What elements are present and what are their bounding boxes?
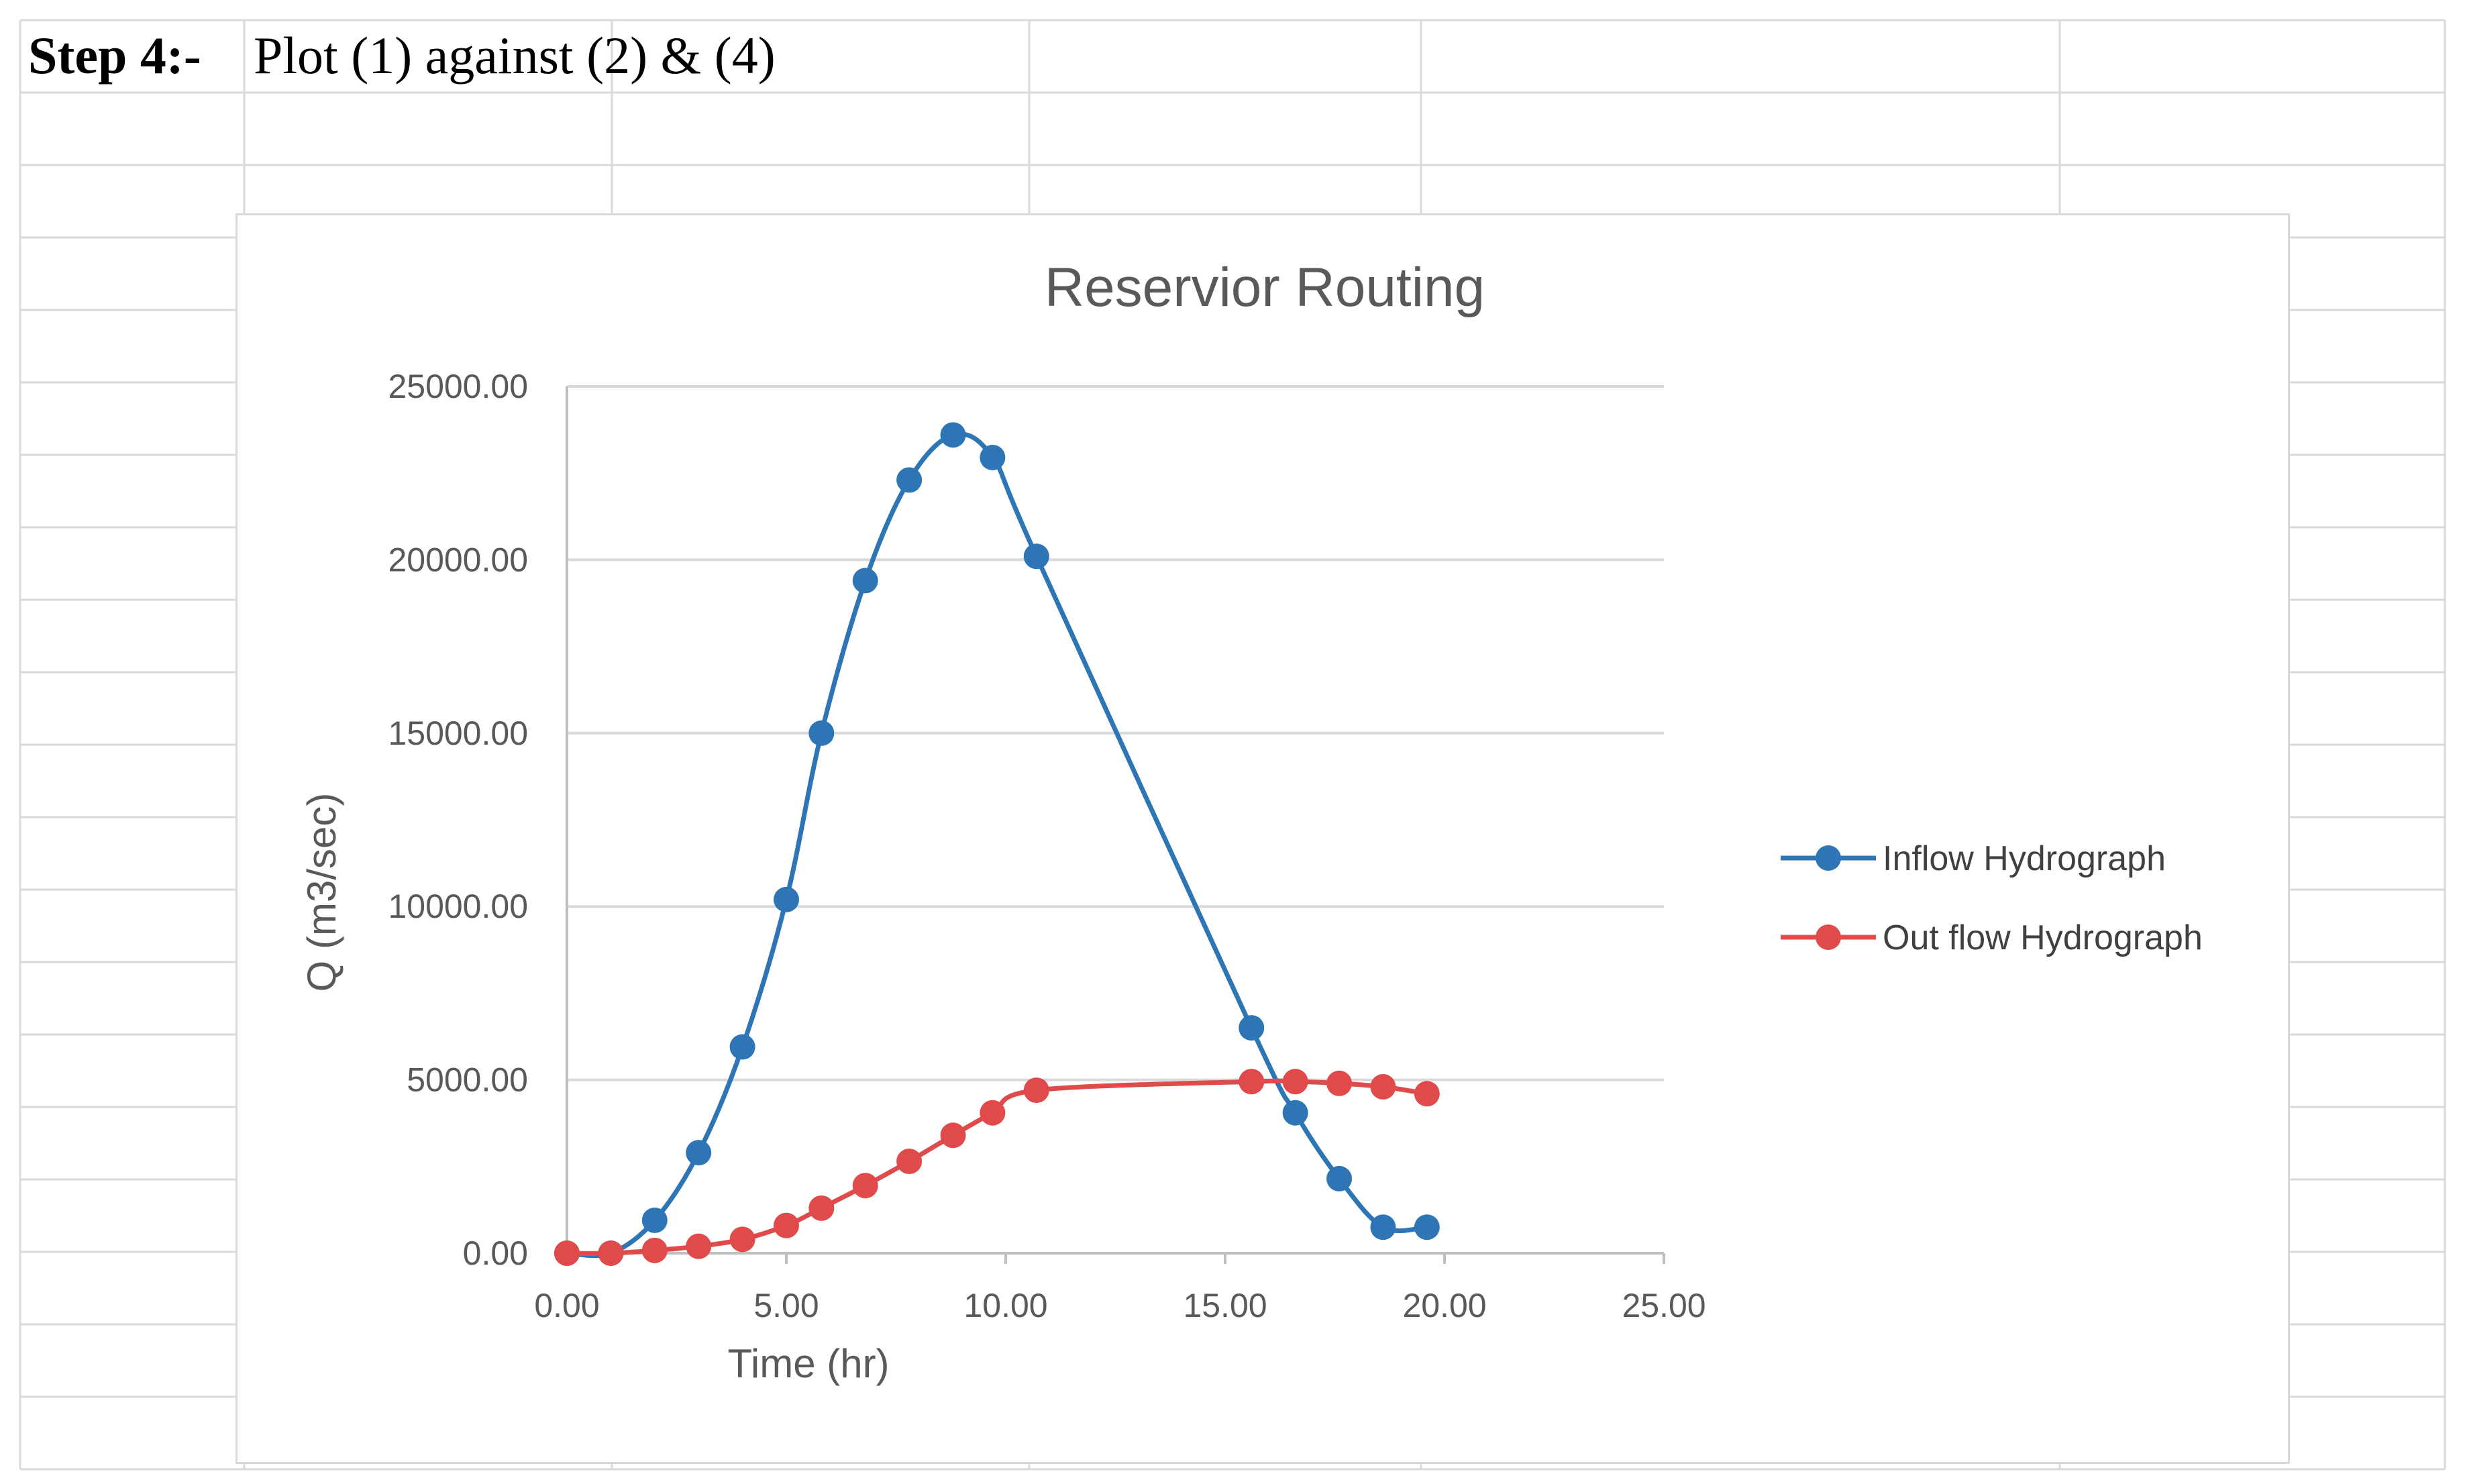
data-point [896,467,923,493]
data-point [729,1226,755,1253]
data-point [1326,1070,1353,1096]
legend-item: Out flow Hydrograph [1781,918,2203,957]
data-point [852,1173,878,1199]
legend-item: Inflow Hydrograph [1781,839,2166,878]
data-point [686,1140,712,1166]
data-point [940,1122,966,1149]
data-point [980,444,1006,470]
data-point [896,1149,923,1175]
data-point [1414,1214,1440,1240]
series-inflow [554,422,1440,1266]
series-line [566,431,1428,1259]
y-tick-label: 0.00 [463,1234,528,1272]
data-point [774,1212,799,1238]
y-tick-label: 25000.00 [388,368,528,405]
data-point [940,422,966,448]
data-point [686,1233,712,1259]
data-point [1282,1069,1308,1095]
data-point [1239,1069,1265,1095]
data-point [808,1195,835,1221]
y-tick-label: 5000.00 [407,1061,528,1099]
y-axis-title: Q (m3/sec) [299,793,344,992]
data-point [774,886,799,912]
data-point [1414,1081,1440,1107]
legend-label: Out flow Hydrograph [1883,918,2203,957]
chart-legend: Inflow Hydrograph Out flow Hydrograph [1781,839,2203,957]
x-tick-label: 10.00 [963,1287,1047,1324]
chart-title: Reservior Routing [1045,257,1485,318]
step-label: Step 4:- [28,26,201,85]
chart-axes [566,386,1665,1264]
chart-canvas: Reservior Routing 0.00 5000.00 10000.00 150… [299,257,2203,1386]
data-point [1023,543,1049,570]
step-description: Plot (1) against (2) & (4) [254,26,776,85]
data-point [808,720,835,746]
legend-marker [1816,845,1841,871]
chart-series [554,422,1440,1266]
data-point [1370,1214,1396,1240]
x-tick-label: 20.00 [1402,1287,1486,1324]
x-tick-label: 5.00 [753,1287,819,1324]
y-tick-label: 15000.00 [388,714,528,752]
data-point [1023,1077,1049,1104]
chart-area[interactable]: Reservior Routing 0.00 5000.00 10000.00 150… [235,213,2290,1464]
data-point [641,1237,668,1263]
x-tick-label: 25.00 [1622,1287,1706,1324]
legend-label: Inflow Hydrograph [1883,839,2166,878]
data-point [598,1240,624,1266]
series-outflow [554,1069,1440,1266]
data-point [980,1100,1006,1126]
x-axis-title: Time (hr) [727,1341,889,1386]
y-tick-labels: 0.00 5000.00 10000.00 15000.00 20000.00 25000… [388,368,528,1272]
chart-gridlines [567,385,1664,1255]
data-point [852,568,878,594]
data-point [641,1207,668,1233]
data-point [1239,1015,1265,1041]
legend-marker [1816,924,1841,950]
y-tick-label: 10000.00 [388,888,528,925]
x-tick-label: 15.00 [1183,1287,1267,1324]
x-tick-label: 0.00 [534,1287,599,1324]
data-point [1326,1165,1353,1191]
data-point [554,1240,580,1266]
y-tick-label: 20000.00 [388,541,528,578]
data-point [729,1034,755,1060]
data-point [1282,1100,1308,1126]
data-point [1370,1073,1396,1100]
x-tick-labels: 0.00 5.00 10.00 15.00 20.00 25.00 [534,1287,1706,1324]
